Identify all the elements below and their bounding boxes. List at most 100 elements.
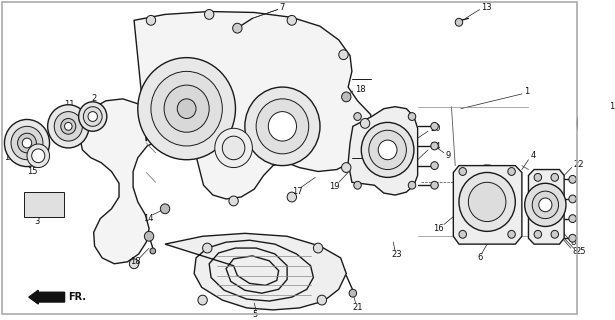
Text: 17: 17 bbox=[292, 187, 303, 196]
Circle shape bbox=[146, 15, 156, 25]
Circle shape bbox=[22, 138, 32, 148]
Circle shape bbox=[430, 181, 438, 189]
Polygon shape bbox=[348, 107, 418, 195]
Circle shape bbox=[430, 123, 438, 130]
Circle shape bbox=[378, 140, 397, 160]
Text: 8: 8 bbox=[571, 238, 576, 247]
Circle shape bbox=[256, 99, 309, 154]
Circle shape bbox=[138, 58, 236, 160]
Circle shape bbox=[84, 107, 102, 126]
Text: 25: 25 bbox=[576, 247, 586, 257]
Circle shape bbox=[430, 142, 438, 150]
Circle shape bbox=[569, 215, 576, 222]
Circle shape bbox=[469, 182, 506, 221]
Circle shape bbox=[551, 173, 558, 181]
Circle shape bbox=[268, 112, 296, 141]
Text: 19: 19 bbox=[330, 182, 340, 191]
Circle shape bbox=[287, 192, 296, 202]
Text: 12: 12 bbox=[609, 102, 615, 111]
Circle shape bbox=[65, 123, 72, 130]
Circle shape bbox=[161, 204, 170, 214]
Circle shape bbox=[551, 230, 558, 238]
Circle shape bbox=[4, 119, 50, 167]
Circle shape bbox=[459, 230, 467, 238]
Circle shape bbox=[61, 118, 76, 134]
Text: 24: 24 bbox=[430, 142, 442, 151]
Circle shape bbox=[11, 126, 43, 160]
Text: 3: 3 bbox=[34, 217, 40, 226]
Circle shape bbox=[349, 289, 357, 297]
Text: 20: 20 bbox=[430, 124, 442, 133]
Circle shape bbox=[150, 248, 156, 254]
Circle shape bbox=[408, 181, 416, 189]
Circle shape bbox=[369, 130, 407, 170]
Circle shape bbox=[585, 110, 611, 137]
Circle shape bbox=[569, 175, 576, 183]
Circle shape bbox=[287, 15, 296, 25]
Circle shape bbox=[534, 173, 542, 181]
Text: 14: 14 bbox=[143, 214, 154, 223]
Circle shape bbox=[341, 163, 351, 172]
Circle shape bbox=[569, 234, 576, 242]
Circle shape bbox=[459, 168, 467, 175]
Polygon shape bbox=[165, 233, 346, 310]
Circle shape bbox=[314, 243, 323, 253]
Text: 13: 13 bbox=[482, 3, 492, 12]
Text: 7: 7 bbox=[280, 3, 285, 12]
Circle shape bbox=[354, 113, 361, 120]
Circle shape bbox=[408, 113, 416, 120]
Circle shape bbox=[177, 99, 196, 118]
Text: 10: 10 bbox=[4, 153, 15, 162]
Circle shape bbox=[525, 183, 566, 227]
Circle shape bbox=[539, 198, 552, 212]
Circle shape bbox=[245, 87, 320, 166]
Polygon shape bbox=[528, 170, 564, 244]
FancyBboxPatch shape bbox=[24, 192, 63, 217]
Circle shape bbox=[54, 112, 82, 141]
Text: 23: 23 bbox=[391, 251, 402, 260]
Text: 18: 18 bbox=[130, 257, 141, 266]
Circle shape bbox=[145, 231, 154, 241]
Text: 5: 5 bbox=[252, 310, 258, 319]
Circle shape bbox=[508, 230, 515, 238]
Circle shape bbox=[361, 123, 414, 177]
Circle shape bbox=[339, 50, 348, 60]
Circle shape bbox=[430, 162, 438, 170]
Circle shape bbox=[317, 295, 327, 305]
Text: 9: 9 bbox=[446, 151, 451, 160]
Polygon shape bbox=[453, 166, 522, 244]
Text: 18: 18 bbox=[355, 84, 365, 93]
Circle shape bbox=[532, 191, 558, 219]
Circle shape bbox=[341, 92, 351, 102]
Text: 15: 15 bbox=[27, 167, 38, 176]
Circle shape bbox=[47, 105, 89, 148]
Circle shape bbox=[32, 149, 45, 163]
Text: FR.: FR. bbox=[68, 292, 86, 302]
Circle shape bbox=[232, 23, 242, 33]
Text: 2: 2 bbox=[92, 94, 97, 103]
Circle shape bbox=[129, 259, 139, 269]
Circle shape bbox=[27, 144, 50, 168]
Circle shape bbox=[222, 136, 245, 160]
Circle shape bbox=[18, 133, 36, 153]
Text: 1: 1 bbox=[524, 87, 529, 97]
Circle shape bbox=[508, 168, 515, 175]
Circle shape bbox=[455, 18, 462, 26]
Circle shape bbox=[592, 116, 605, 130]
Text: 8: 8 bbox=[573, 247, 578, 257]
Circle shape bbox=[569, 195, 576, 203]
Text: 22: 22 bbox=[574, 160, 584, 169]
Text: 4: 4 bbox=[530, 151, 536, 160]
Text: 11: 11 bbox=[65, 100, 75, 109]
Circle shape bbox=[534, 230, 542, 238]
Polygon shape bbox=[79, 12, 373, 264]
Text: 16: 16 bbox=[433, 224, 443, 233]
Circle shape bbox=[198, 295, 207, 305]
FancyArrow shape bbox=[29, 290, 65, 304]
Circle shape bbox=[360, 118, 370, 128]
Circle shape bbox=[151, 71, 222, 146]
Text: 21: 21 bbox=[353, 303, 363, 312]
Circle shape bbox=[459, 172, 515, 231]
Circle shape bbox=[577, 102, 615, 145]
Circle shape bbox=[88, 112, 97, 121]
